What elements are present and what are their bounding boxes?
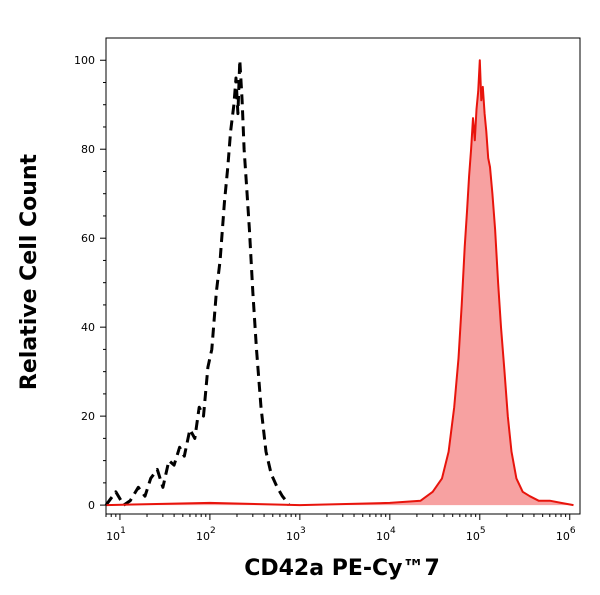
y-tick-label: 80 <box>81 143 95 156</box>
x-tick-label: 103 <box>286 526 306 543</box>
ticks-layer: 0 20 40 60 80 100 101 102 103 104 105 106 <box>74 54 576 543</box>
y-tick-label: 100 <box>74 54 95 67</box>
series-layer <box>104 58 574 507</box>
solid-series-line-2 <box>105 59 574 507</box>
y-axis-title: Relative Cell Count <box>17 153 42 390</box>
dashed-series-line-1 <box>104 58 291 507</box>
series-fill-2 <box>106 60 574 506</box>
y-tick-label: 40 <box>81 321 95 334</box>
x-tick-label: 104 <box>376 526 396 543</box>
y-tick-label: 0 <box>88 499 95 512</box>
y-tick-label: 60 <box>81 232 95 245</box>
x-tick-label: 105 <box>466 526 486 543</box>
x-tick-label: 101 <box>106 526 126 543</box>
y-tick-label: 20 <box>81 410 95 423</box>
x-axis-title: CD42a PE-Cy™7 <box>244 556 440 581</box>
x-tick-label: 106 <box>556 526 576 543</box>
x-tick-label: 102 <box>196 526 216 543</box>
